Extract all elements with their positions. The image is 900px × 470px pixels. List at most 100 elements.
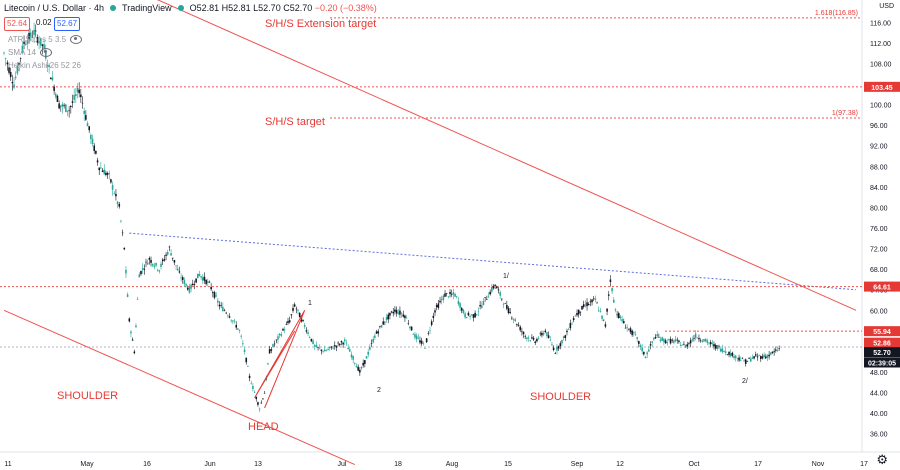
candle-body [73, 95, 75, 100]
candle-body [474, 312, 476, 318]
candle-body [644, 356, 647, 359]
candle-body [754, 354, 757, 356]
candle-body [708, 342, 710, 344]
candle-body [554, 353, 557, 354]
eye-icon[interactable] [70, 35, 83, 44]
candle-body [596, 302, 598, 304]
x-tick-label: May [80, 461, 94, 468]
candle-body [429, 329, 431, 331]
eye-icon[interactable] [40, 48, 53, 57]
candle-body [629, 328, 632, 333]
candle-body [4, 58, 7, 59]
candle-body [452, 292, 455, 295]
candle-body [80, 94, 82, 98]
candle-body [66, 110, 69, 112]
candle-body [591, 299, 593, 303]
candle-body [178, 271, 181, 273]
y-tick-label: 68.00 [870, 267, 888, 274]
candle-body [706, 340, 709, 343]
y-tick-label: 80.00 [870, 205, 888, 212]
candle-body [191, 283, 194, 286]
candle-body [121, 232, 124, 234]
candle-body [475, 314, 478, 316]
candle-body [285, 324, 288, 325]
price-tag-bg [864, 347, 900, 358]
sell-price-button[interactable]: 52.64 [4, 17, 31, 31]
indicator-row-heikin[interactable]: Heikin Ashi 26 52 26 [8, 61, 81, 70]
candle-body [557, 346, 560, 349]
candle-body [227, 315, 229, 317]
candle-body [684, 345, 687, 348]
candle-body [641, 347, 643, 352]
buy-price-button[interactable]: 52.67 [54, 17, 81, 31]
candle-body [646, 352, 648, 355]
candle-body [88, 126, 90, 131]
candle-body [26, 40, 29, 45]
candle-body [16, 65, 19, 74]
gear-icon[interactable]: ⚙ [876, 452, 888, 467]
price-tag-label: 52.70 [873, 350, 891, 357]
candle-body [564, 335, 567, 338]
y-tick-label: 48.00 [870, 370, 888, 377]
candle-body [320, 349, 323, 352]
candle-body [302, 319, 304, 321]
candle-body [24, 44, 27, 45]
candle-body [621, 319, 623, 322]
ohlc-low: 52.70 [258, 3, 281, 13]
candle-body [29, 32, 32, 37]
candle-body [369, 347, 371, 350]
candle-body [390, 311, 393, 313]
candle-body [70, 106, 72, 108]
candle-body [654, 336, 657, 339]
candle-body [634, 334, 637, 335]
candle-body [193, 284, 196, 285]
candle-body [759, 356, 762, 359]
candle-body [465, 317, 468, 319]
candle-body [212, 292, 214, 293]
candle-body [385, 317, 388, 321]
candle-body [270, 349, 273, 351]
y-tick-label: 108.00 [870, 61, 892, 68]
candle-body [65, 104, 67, 112]
candle-body [472, 314, 475, 318]
indicator-row-atr[interactable]: ATR Stops 5 3.5 [8, 35, 83, 44]
candle-body [215, 295, 217, 297]
candle-body [218, 304, 221, 307]
candle-body [460, 308, 463, 311]
candle-body [592, 298, 595, 300]
candle-body [350, 354, 353, 358]
candle-body [19, 58, 22, 59]
candle-body [756, 356, 759, 358]
candle-body [370, 343, 373, 344]
x-tick-label: Sep [571, 461, 584, 468]
candle-body [186, 287, 189, 290]
candle-body [527, 337, 530, 339]
candle-body [489, 291, 491, 295]
candle-body [482, 301, 485, 305]
candle-body [166, 252, 169, 255]
candle-body [699, 340, 702, 341]
indicator-label: SMA 14 [8, 48, 37, 57]
candle-body [387, 314, 390, 320]
chart-header: Litecoin / U.S. Dollar · 4h TradingView … [4, 3, 377, 13]
candle-body [337, 342, 339, 344]
candle-body [238, 330, 241, 331]
candle-body [75, 94, 77, 97]
wave-1b-label: 1/ [503, 273, 509, 280]
candle-body [442, 295, 445, 300]
candle-body [303, 325, 306, 327]
candle-body [561, 340, 563, 344]
candle-body [91, 138, 94, 144]
price-tag-label: 02:39:05 [868, 360, 896, 367]
candle-body [569, 323, 572, 329]
target-label: S/H/S target [265, 116, 325, 128]
candle-body [305, 330, 308, 332]
symbol-title[interactable]: Litecoin / U.S. Dollar · 4h [4, 3, 105, 13]
candle-body [125, 269, 127, 274]
candle-body [450, 293, 453, 295]
candle-body [467, 312, 470, 316]
indicator-row-sma[interactable]: SMA 14 [8, 48, 53, 57]
candle-body [636, 337, 638, 339]
